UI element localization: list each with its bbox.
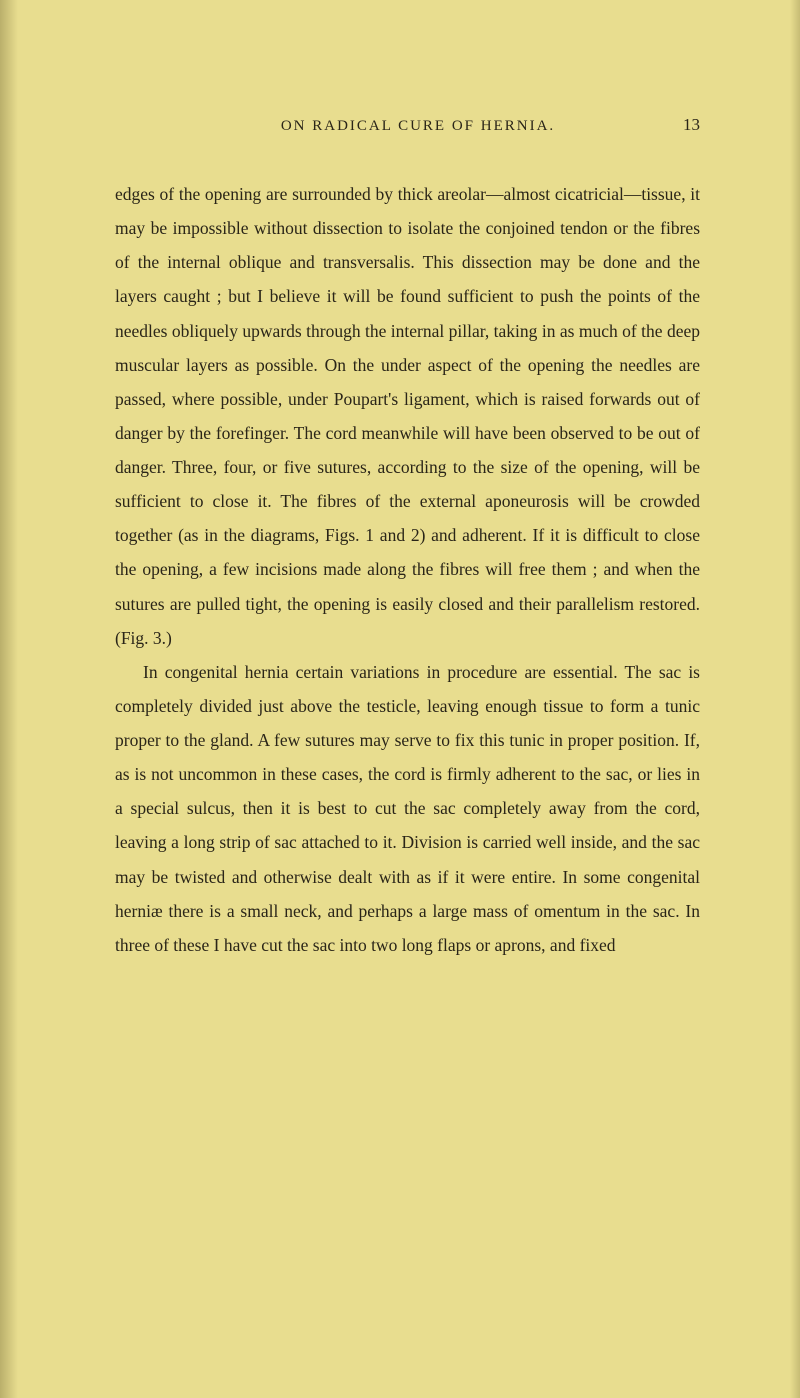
body-text: edges of the opening are surrounded by t… xyxy=(115,177,700,962)
page-header: ON RADICAL CURE OF HERNIA. 13 xyxy=(115,115,700,135)
page-container: ON RADICAL CURE OF HERNIA. 13 edges of t… xyxy=(0,0,800,1398)
page-number: 13 xyxy=(683,115,700,135)
paragraph-2: In congenital hernia certain variations … xyxy=(115,655,700,962)
paragraph-1: edges of the opening are surrounded by t… xyxy=(115,177,700,655)
running-head: ON RADICAL CURE OF HERNIA. xyxy=(115,118,683,135)
